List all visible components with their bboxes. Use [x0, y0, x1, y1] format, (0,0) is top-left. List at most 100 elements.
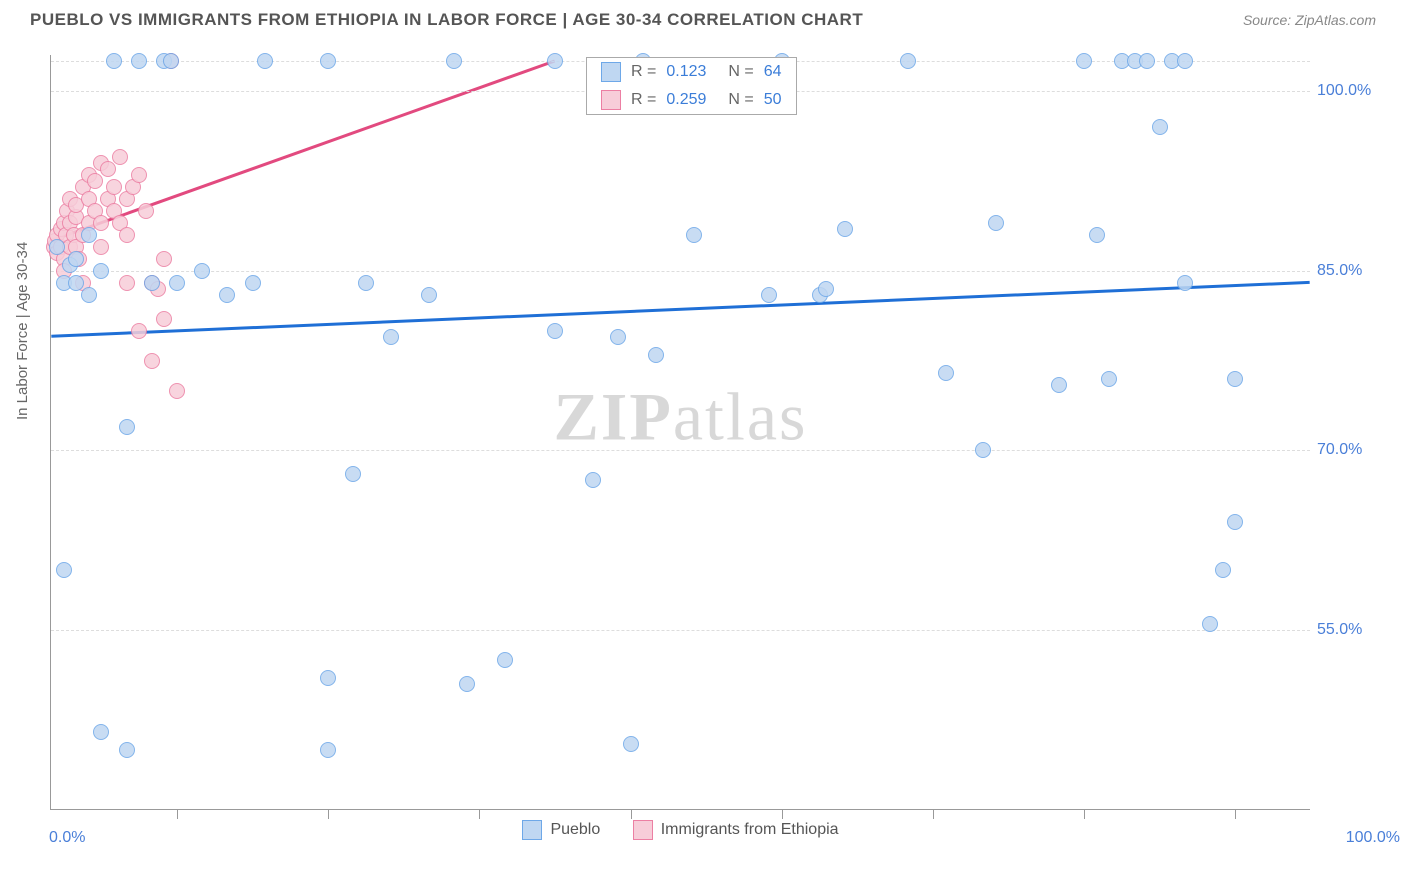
scatter-point-pueblo — [497, 652, 513, 668]
scatter-point-pueblo — [345, 466, 361, 482]
scatter-point-ethiopia — [156, 251, 172, 267]
x-tick — [177, 809, 178, 819]
scatter-point-pueblo — [837, 221, 853, 237]
scatter-point-pueblo — [1227, 371, 1243, 387]
legend-item-ethiopia: Immigrants from Ethiopia — [633, 820, 839, 840]
scatter-point-ethiopia — [106, 179, 122, 195]
scatter-point-pueblo — [383, 329, 399, 345]
scatter-point-pueblo — [194, 263, 210, 279]
scatter-point-pueblo — [56, 562, 72, 578]
scatter-point-pueblo — [1152, 119, 1168, 135]
gridline — [51, 271, 1310, 272]
scatter-point-pueblo — [1089, 227, 1105, 243]
scatter-point-pueblo — [257, 53, 273, 69]
chart-title: PUEBLO VS IMMIGRANTS FROM ETHIOPIA IN LA… — [30, 10, 863, 30]
scatter-point-pueblo — [144, 275, 160, 291]
scatter-point-ethiopia — [119, 275, 135, 291]
scatter-point-ethiopia — [144, 353, 160, 369]
y-tick-label: 100.0% — [1317, 82, 1392, 100]
scatter-point-pueblo — [81, 227, 97, 243]
value-n-pueblo: 64 — [764, 63, 782, 81]
x-tick — [1235, 809, 1236, 819]
scatter-point-pueblo — [358, 275, 374, 291]
scatter-point-ethiopia — [169, 383, 185, 399]
scatter-point-ethiopia — [93, 215, 109, 231]
scatter-point-pueblo — [610, 329, 626, 345]
scatter-point-pueblo — [169, 275, 185, 291]
series-legend: Pueblo Immigrants from Ethiopia — [51, 820, 1310, 845]
swatch-ethiopia — [601, 90, 621, 110]
y-tick-label: 70.0% — [1317, 441, 1392, 459]
scatter-point-pueblo — [245, 275, 261, 291]
scatter-point-pueblo — [131, 53, 147, 69]
scatter-point-pueblo — [975, 442, 991, 458]
legend-row-pueblo: R = 0.123 N = 64 — [587, 58, 796, 86]
scatter-point-pueblo — [648, 347, 664, 363]
scatter-point-pueblo — [761, 287, 777, 303]
scatter-point-pueblo — [1177, 53, 1193, 69]
swatch-pueblo — [522, 820, 542, 840]
scatter-point-pueblo — [459, 676, 475, 692]
scatter-point-pueblo — [1227, 514, 1243, 530]
scatter-point-pueblo — [320, 742, 336, 758]
scatter-point-pueblo — [547, 53, 563, 69]
label-r: R = — [631, 63, 656, 81]
scatter-point-pueblo — [320, 670, 336, 686]
gridline — [51, 450, 1310, 451]
correlation-legend: R = 0.123 N = 64 R = 0.259 N = 50 — [586, 57, 797, 115]
scatter-point-pueblo — [623, 736, 639, 752]
scatter-point-pueblo — [1076, 53, 1092, 69]
scatter-point-ethiopia — [138, 203, 154, 219]
source-attribution: Source: ZipAtlas.com — [1243, 12, 1376, 28]
legend-item-pueblo: Pueblo — [522, 820, 600, 840]
scatter-point-ethiopia — [100, 161, 116, 177]
scatter-point-pueblo — [320, 53, 336, 69]
scatter-point-pueblo — [900, 53, 916, 69]
legend-label-ethiopia: Immigrants from Ethiopia — [661, 821, 839, 839]
x-axis-start: 0.0% — [49, 829, 85, 847]
scatter-point-pueblo — [93, 724, 109, 740]
scatter-point-pueblo — [163, 53, 179, 69]
scatter-point-pueblo — [1177, 275, 1193, 291]
x-axis-end: 100.0% — [1346, 829, 1400, 847]
scatter-point-pueblo — [686, 227, 702, 243]
scatter-point-pueblo — [119, 742, 135, 758]
y-tick-label: 55.0% — [1317, 621, 1392, 639]
scatter-point-pueblo — [446, 53, 462, 69]
x-tick — [933, 809, 934, 819]
scatter-point-pueblo — [119, 419, 135, 435]
x-tick — [1084, 809, 1085, 819]
label-n: N = — [728, 63, 753, 81]
value-n-ethiopia: 50 — [764, 91, 782, 109]
regression-line-ethiopia — [51, 61, 554, 241]
scatter-point-pueblo — [988, 215, 1004, 231]
label-r: R = — [631, 91, 656, 109]
regression-lines — [51, 55, 1310, 809]
y-axis-label: In Labor Force | Age 30-34 — [14, 242, 31, 420]
scatter-point-pueblo — [421, 287, 437, 303]
gridline — [51, 630, 1310, 631]
scatter-point-pueblo — [1215, 562, 1231, 578]
scatter-point-ethiopia — [156, 311, 172, 327]
legend-row-ethiopia: R = 0.259 N = 50 — [587, 86, 796, 114]
scatter-point-pueblo — [49, 239, 65, 255]
swatch-pueblo — [601, 62, 621, 82]
scatter-point-ethiopia — [87, 173, 103, 189]
chart-plot-area: ZIPatlas R = 0.123 N = 64 R = 0.259 N = … — [50, 55, 1310, 810]
label-n: N = — [728, 91, 753, 109]
scatter-point-ethiopia — [93, 239, 109, 255]
scatter-point-pueblo — [1101, 371, 1117, 387]
scatter-point-pueblo — [938, 365, 954, 381]
scatter-point-ethiopia — [119, 227, 135, 243]
swatch-ethiopia — [633, 820, 653, 840]
scatter-point-pueblo — [68, 251, 84, 267]
scatter-point-pueblo — [1202, 616, 1218, 632]
scatter-point-pueblo — [585, 472, 601, 488]
scatter-point-pueblo — [68, 275, 84, 291]
regression-line-pueblo — [51, 282, 1309, 336]
scatter-point-pueblo — [1139, 53, 1155, 69]
scatter-point-pueblo — [93, 263, 109, 279]
scatter-point-pueblo — [106, 53, 122, 69]
legend-label-pueblo: Pueblo — [550, 821, 600, 839]
x-tick — [631, 809, 632, 819]
